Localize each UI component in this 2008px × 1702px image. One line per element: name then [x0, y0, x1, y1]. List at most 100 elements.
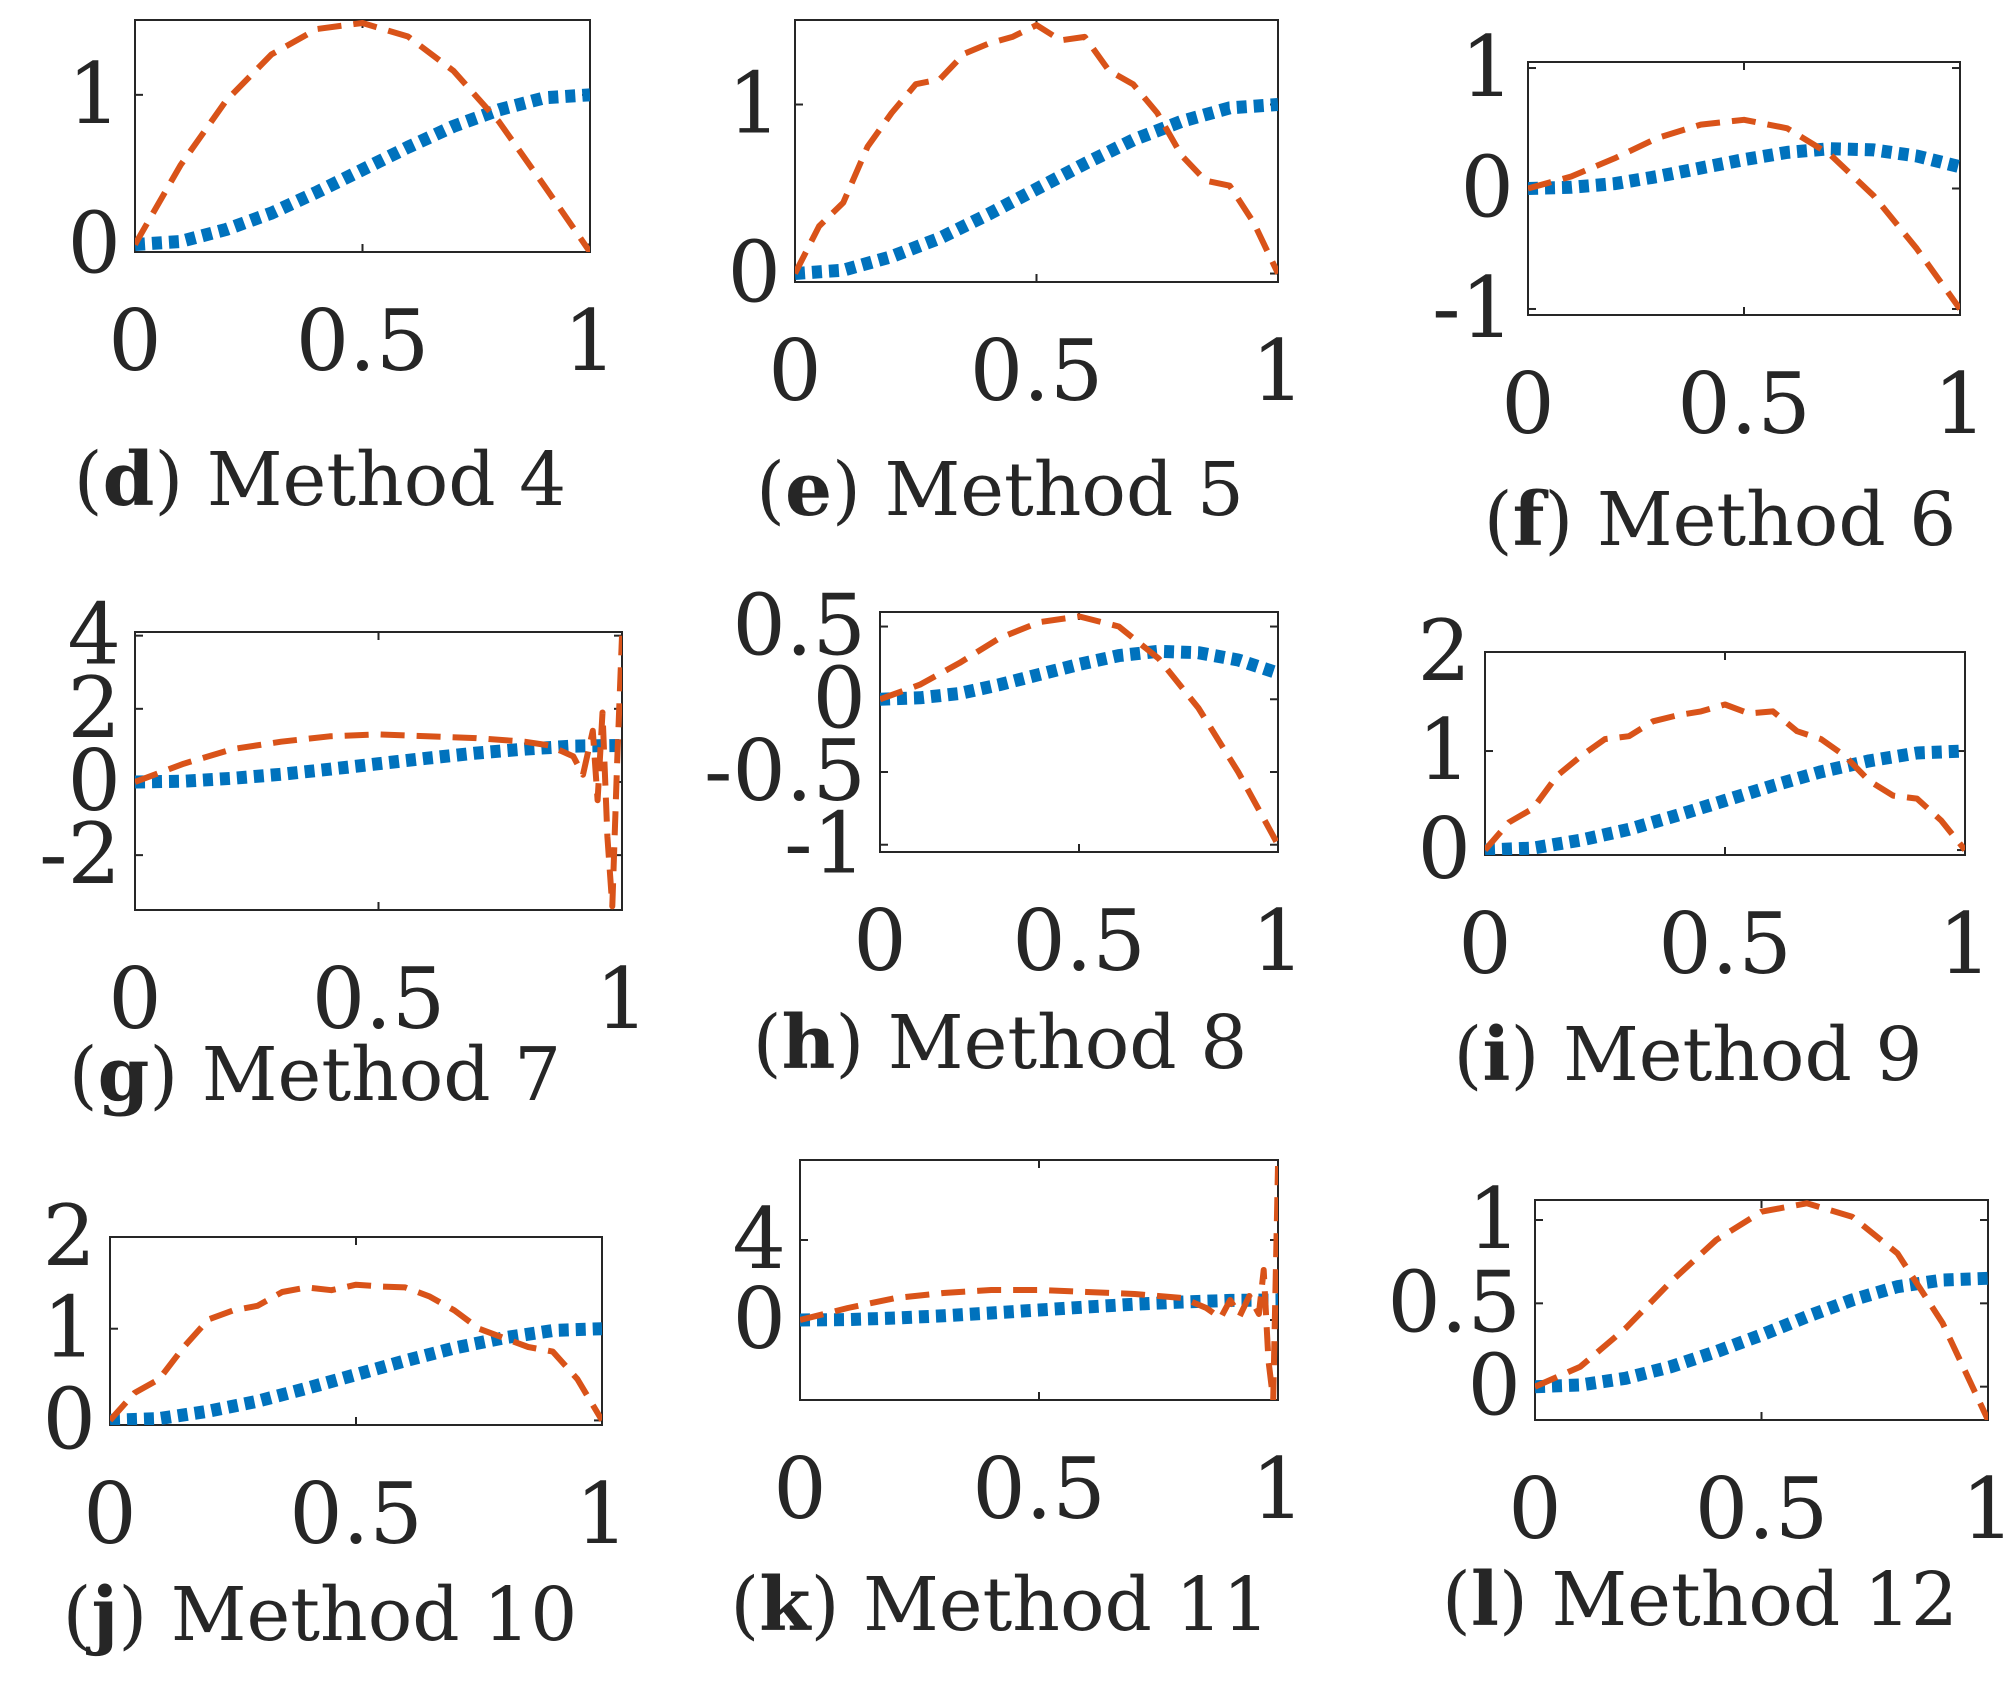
axes-box [1527, 61, 1961, 316]
panel-caption: (l) Method 12 [1442, 1557, 1958, 1643]
y-tick-label: -1 [1432, 259, 1514, 357]
caption-close-paren: ) [832, 447, 884, 533]
x-tick-label: 0 [1458, 895, 1511, 993]
x-tick-label: 0 [83, 1465, 136, 1563]
caption-method-name: Method 6 [1597, 477, 1957, 563]
x-tick-label: 1 [1938, 895, 1991, 993]
panel-layer: 0 0.5 101(d) Method 40 0.5 101(e) Method 50 0… [39, 18, 2008, 1658]
caption-method-name: Method 7 [202, 1032, 562, 1118]
series-line-dashed [135, 635, 622, 910]
y-tick-label: 0 [1461, 139, 1514, 237]
x-tick-label: 1 [1961, 1460, 2008, 1558]
x-tick-label: 0 [108, 950, 161, 1048]
x-tick-label: 0.5 [1012, 892, 1146, 990]
panel-caption: (f) Method 6 [1484, 477, 1957, 563]
y-tick-label: 2 [68, 659, 121, 757]
y-tick-label: 4 [68, 586, 121, 684]
caption-close-paren: ) [1499, 1557, 1551, 1643]
y-tick-label: 0 [1468, 1337, 1521, 1435]
x-tick-label: 0.5 [1658, 895, 1792, 993]
caption-method-name: Method 4 [207, 437, 567, 523]
x-tick-label: 0 [853, 892, 906, 990]
y-tick-label: 2 [43, 1187, 96, 1285]
caption-letter: e [785, 447, 832, 533]
series-line-dotted [1535, 1271, 1988, 1394]
y-tick-label: 2 [1418, 602, 1471, 700]
chart-panel-h: 0 0.5 1-1-0.500.5(h) Method 8 [704, 577, 1305, 1086]
axes-box [134, 631, 623, 911]
axes-box [1484, 651, 1966, 856]
panel-caption: (d) Method 4 [74, 437, 567, 523]
x-tick-label: 1 [1933, 355, 1986, 453]
panel-caption: (i) Method 9 [1454, 1012, 1923, 1098]
x-tick-label: 0 [108, 292, 161, 390]
caption-close-paren: ) [1511, 1012, 1563, 1098]
y-tick-label: 0.5 [732, 577, 866, 675]
series-line-dashed [800, 1165, 1278, 1400]
chart-panel-l: 0 0.5 100.51(l) Method 12 [1387, 1170, 2008, 1643]
caption-letter: i [1482, 1012, 1510, 1098]
x-tick-label: 0 [773, 1440, 826, 1538]
caption-method-name: Method 10 [171, 1572, 578, 1658]
y-tick-label: 0 [68, 195, 121, 293]
caption-close-paren: ) [154, 437, 206, 523]
caption-close-paren: ) [118, 1572, 170, 1658]
y-tick-label: 0 [733, 1270, 786, 1368]
y-tick-label: 1 [1418, 701, 1471, 799]
x-tick-label: 1 [1251, 892, 1304, 990]
y-tick-label: 4 [733, 1190, 786, 1288]
caption-open-paren: ( [1442, 1557, 1471, 1643]
x-tick-label: 1 [575, 1465, 628, 1563]
x-tick-label: 0.5 [1695, 1460, 1829, 1558]
series-line-dashed [1485, 701, 1965, 852]
y-tick-label: 1 [68, 45, 121, 143]
chart-panel-k: 0 0.5 104(k) Method 11 [730, 1159, 1305, 1648]
axes-box [794, 19, 1279, 283]
caption-close-paren: ) [149, 1032, 201, 1118]
caption-close-paren: ) [835, 1000, 887, 1086]
panel-caption: (e) Method 5 [756, 447, 1244, 533]
y-tick-label: 1 [1461, 18, 1514, 116]
caption-method-name: Method 11 [863, 1562, 1270, 1648]
series-line-dotted [110, 1322, 602, 1425]
y-tick-label: 0.5 [1387, 1253, 1521, 1351]
y-tick-label: -1 [784, 795, 866, 893]
series-line-dashed [795, 22, 1278, 275]
caption-open-paren: ( [69, 1032, 98, 1118]
series-line-dotted [795, 98, 1278, 280]
x-tick-label: 1 [595, 950, 648, 1048]
series-line-dashed [1528, 116, 1960, 311]
y-tick-label: 0 [728, 224, 781, 322]
y-tick-label: 0 [813, 649, 866, 747]
caption-letter: d [103, 437, 155, 523]
series-line-dotted [135, 88, 590, 251]
y-tick-label: 1 [43, 1279, 96, 1377]
y-tick-label: -2 [39, 805, 121, 903]
x-tick-label: 0.5 [972, 1440, 1106, 1538]
x-tick-label: 0 [1501, 355, 1554, 453]
caption-letter: f [1513, 477, 1549, 563]
axes-box [799, 1159, 1279, 1401]
x-tick-label: 1 [563, 292, 616, 390]
caption-close-paren: ) [1544, 477, 1596, 563]
y-tick-label: 1 [1468, 1170, 1521, 1268]
caption-method-name: Method 12 [1551, 1557, 1958, 1643]
x-tick-label: 0.5 [289, 1465, 423, 1563]
caption-letter: j [86, 1572, 119, 1658]
series-line-dashed [110, 1281, 602, 1423]
x-tick-label: 0.5 [312, 950, 446, 1048]
panel-caption: (k) Method 11 [730, 1562, 1269, 1648]
caption-open-paren: ( [74, 437, 103, 523]
axes-box [1534, 1199, 1989, 1421]
caption-close-paren: ) [811, 1562, 863, 1648]
caption-letter: l [1471, 1557, 1499, 1643]
caption-open-paren: ( [753, 1000, 782, 1086]
series-line-dotted [1528, 142, 1960, 195]
x-tick-label: 0.5 [970, 322, 1104, 420]
caption-open-paren: ( [63, 1572, 92, 1658]
x-tick-label: 1 [1251, 322, 1304, 420]
panel-caption: (j) Method 10 [63, 1572, 578, 1658]
